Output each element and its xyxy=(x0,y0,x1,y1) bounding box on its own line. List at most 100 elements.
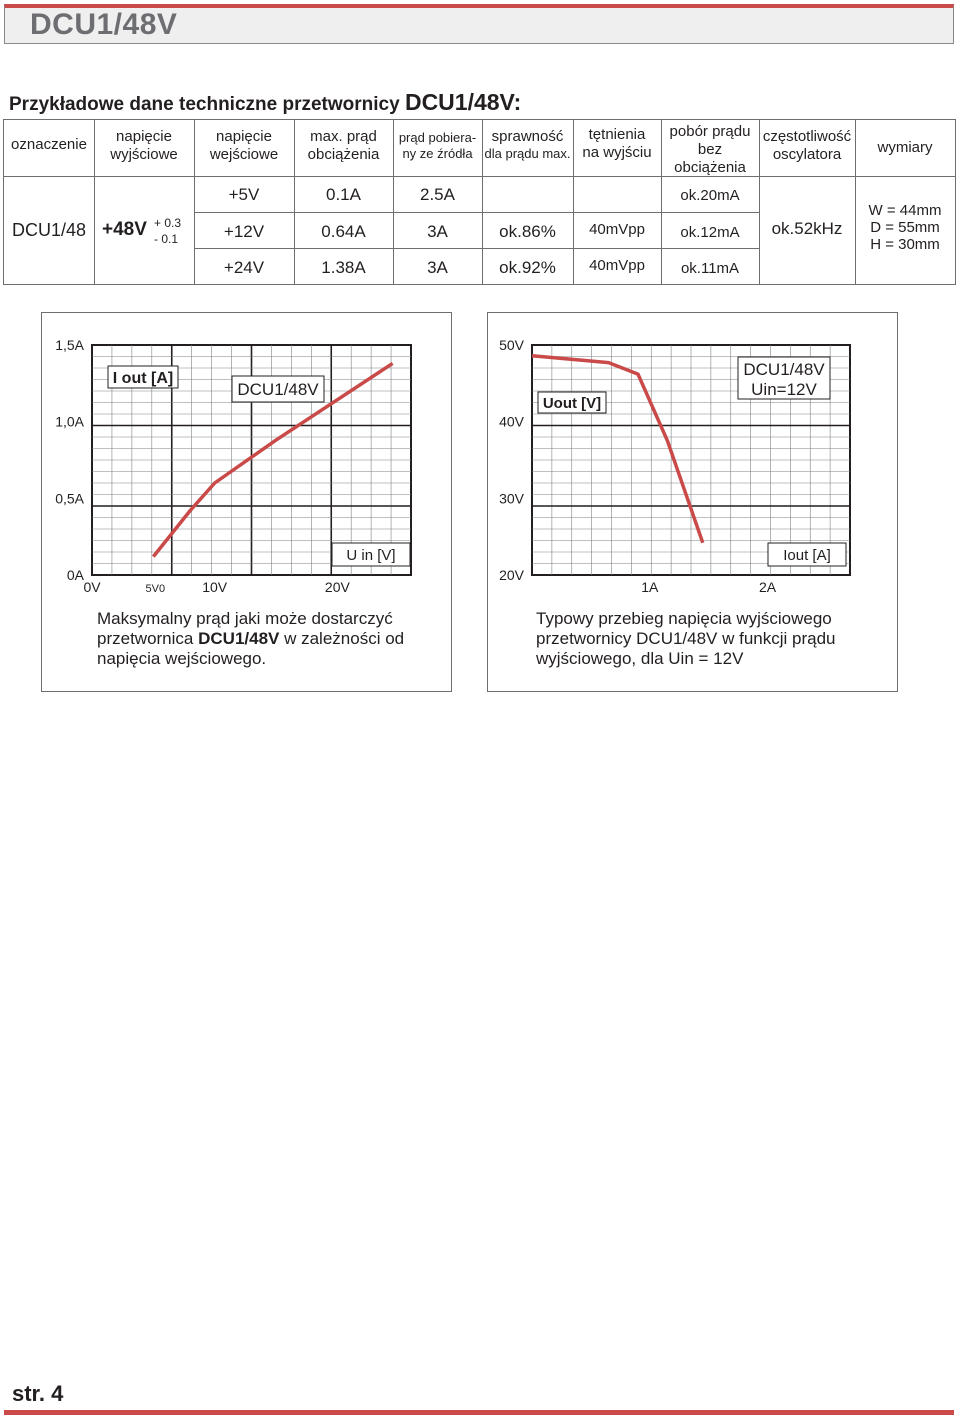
row1-noload: ok.20mA xyxy=(680,187,740,204)
x-tick-label: 5V0 xyxy=(146,583,166,595)
header-text: sprawność xyxy=(491,128,564,145)
dimension-h: H = 30mm xyxy=(870,236,940,253)
section-title-model: DCU1/48V: xyxy=(404,89,522,115)
chart-panel-voltage: 20V 30V 40V 50V 1A 2A Uout [V] DCU1/48V Uin=12V I… xyxy=(487,312,898,692)
output-voltage: +48V xyxy=(102,219,147,240)
chart-title-line: DCU1/48V xyxy=(743,360,825,379)
title-bar xyxy=(4,4,954,44)
row2-vin: +12V xyxy=(223,222,265,241)
row2-noload: ok.12mA xyxy=(680,224,740,241)
series-line xyxy=(531,353,705,544)
y-tick-label: 30V xyxy=(499,490,525,506)
header-text: bez xyxy=(697,141,723,158)
tolerance-plus: + 0.3 xyxy=(154,216,182,230)
spec-table: oznaczenie napięcie wyjściowe napięcie wej… xyxy=(3,119,956,285)
y-tick-label: 0A xyxy=(67,567,85,583)
row1-vin: +5V xyxy=(228,185,260,204)
header-text: ny ze źródła xyxy=(402,145,473,161)
tolerance-minus: - 0.1 xyxy=(154,232,179,246)
model-name: DCU1/48 xyxy=(11,220,87,240)
chart-panel-current: 0A 0,5A 1,0A 1,5A 0V 5V0 10V 20V I out [A] DCU1/4… xyxy=(41,312,452,692)
caption-line: przetwornicy DCU1/48V w funkcji prądu xyxy=(536,629,836,648)
row3-isrc: 3A xyxy=(427,258,448,277)
header-text: prąd pobiera- xyxy=(398,130,477,145)
document-title: DCU1/48V xyxy=(30,8,178,41)
header-text: obciążenia xyxy=(674,159,746,176)
x-tick-label: 1A xyxy=(641,579,659,595)
x-tick-label: 10V xyxy=(202,579,228,595)
row3-imax: 1.38A xyxy=(321,258,366,277)
header-text: napięcie xyxy=(216,128,272,145)
dimension-d: D = 55mm xyxy=(870,219,940,236)
header-text: wyjściowe xyxy=(110,146,178,163)
row2-isrc: 3A xyxy=(427,222,448,241)
header-efficiency: sprawność dla prądu max. xyxy=(482,128,573,162)
header-ripple: tętnienia na wyjściu xyxy=(573,126,661,162)
x-tick-label: 0V xyxy=(83,579,101,595)
header-dimensions: wymiary xyxy=(877,139,933,156)
dimension-w: W = 44mm xyxy=(868,202,942,219)
header-text: max. prąd xyxy=(310,128,377,145)
caption-text: przetwornica xyxy=(97,629,199,648)
header-text: dla prądu max. xyxy=(484,146,571,161)
dimensions-value: W = 44mm D = 55mm H = 30mm xyxy=(855,202,955,253)
caption-line: napięcia wejściowego. xyxy=(97,649,267,668)
header-text: częstotliwość xyxy=(762,128,852,145)
x-tick-label: 2A xyxy=(759,579,777,595)
y-tick-label: 1,0A xyxy=(55,414,84,430)
header-source-current: prąd pobiera-ny ze źródła xyxy=(393,130,482,161)
y-tick-label: 0,5A xyxy=(55,490,84,506)
header-text: na wyjściu xyxy=(582,144,652,161)
header-input-voltage: napięcie wejściowe xyxy=(194,128,294,164)
header-text: oscylatora xyxy=(772,146,842,163)
section-title-prefix: Przykładowe dane techniczne przetwornicy xyxy=(9,94,405,115)
header-no-load-current: pobór prądu bez obciążenia xyxy=(661,123,759,177)
row3-noload: ok.11mA xyxy=(680,260,740,277)
caption-line: wyjściowego, dla Uin = 12V xyxy=(536,649,744,668)
header-text: tętnienia xyxy=(588,126,646,143)
x-tick-label: 20V xyxy=(325,579,351,595)
y-tick-label: 1,5A xyxy=(55,337,84,353)
x-axis-label-box xyxy=(331,542,411,567)
series-line xyxy=(151,361,394,558)
y-axis-label: I out [A] xyxy=(113,370,173,387)
caption-line: Maksymalny prąd jaki może dostarczyć xyxy=(97,609,393,628)
caption-line: Typowy przebieg napięcia wyjściowego xyxy=(536,609,832,628)
frequency-value: ok.52kHz xyxy=(771,219,843,238)
x-axis-label: U in [V] xyxy=(346,547,395,564)
y-axis-label-box xyxy=(537,391,607,414)
row2-efficiency: ok.86% xyxy=(499,222,556,241)
caption-line: przetwornica DCU1/48V w zależności od xyxy=(97,629,404,649)
header-text: napięcie xyxy=(116,128,172,145)
y-tick-label: 40V xyxy=(499,414,525,430)
header-output-voltage: napięcie wyjściowe xyxy=(94,128,194,164)
header-text: wejściowe xyxy=(209,146,279,163)
row3-efficiency: ok.92% xyxy=(499,258,556,277)
header-oznaczenie: oznaczenie xyxy=(11,136,87,153)
chart-title: DCU1/48V xyxy=(237,380,319,399)
x-axis-label-box xyxy=(767,542,847,567)
header-text: obciążenia xyxy=(307,146,380,163)
caption-model: DCU1/48V xyxy=(198,629,280,648)
chart-title-box xyxy=(231,375,325,403)
header-text: pobór prądu xyxy=(669,123,751,140)
y-axis-label-box xyxy=(107,365,179,389)
chart-title-line: Uin=12V xyxy=(751,380,817,399)
chart2-caption: Typowy przebieg napięcia wyjściowego prz… xyxy=(536,609,836,669)
y-tick-label: 50V xyxy=(499,337,525,353)
header-frequency: częstotliwość oscylatora xyxy=(759,128,855,164)
y-axis-label: Uout [V] xyxy=(543,395,601,412)
chart-title-box xyxy=(737,356,831,400)
page-number: str. 4 xyxy=(12,1381,64,1406)
chart-current-vs-input: 0A 0,5A 1,0A 1,5A 0V 5V0 10V 20V I out [A] DCU1/4… xyxy=(55,337,412,595)
section-title: Przykładowe dane techniczne przetwornicy… xyxy=(9,89,521,116)
row1-isrc: 2.5A xyxy=(420,185,455,204)
x-axis-label: Iout [A] xyxy=(783,547,831,564)
header-max-current: max. prąd obciążenia xyxy=(294,128,393,164)
row2-ripple: 40mVpp xyxy=(589,221,645,238)
row3-ripple: 40mVpp xyxy=(589,257,645,274)
row2-imax: 0.64A xyxy=(321,222,366,241)
y-tick-label: 20V xyxy=(499,567,525,583)
caption-text: w zależności od xyxy=(279,629,405,648)
